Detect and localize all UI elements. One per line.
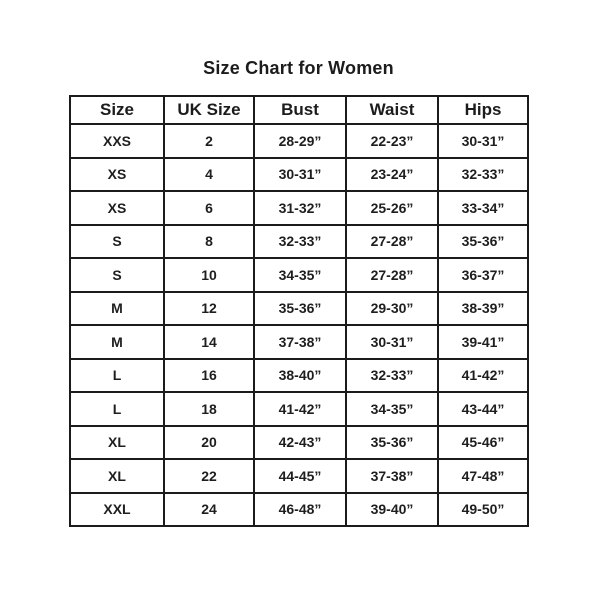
- cell-waist: 32-33”: [345, 357, 439, 393]
- cell-bust: 30-31”: [253, 156, 347, 192]
- cell-waist: 23-24”: [345, 156, 439, 192]
- cell-hips: 36-37”: [437, 257, 529, 293]
- cell-uk-size: 12: [163, 290, 255, 326]
- cell-bust: 41-42”: [253, 391, 347, 427]
- column-header-hips: Hips: [437, 95, 529, 125]
- cell-hips: 49-50”: [437, 491, 529, 527]
- cell-waist: 35-36”: [345, 424, 439, 460]
- table-row: S 10 34-35” 27-28” 36-37”: [69, 257, 529, 293]
- column-header-size: Size: [69, 95, 165, 125]
- cell-waist: 39-40”: [345, 491, 439, 527]
- cell-size: XS: [69, 156, 165, 192]
- cell-hips: 30-31”: [437, 123, 529, 159]
- table-row: M 12 35-36” 29-30” 38-39”: [69, 290, 529, 326]
- table-row: XL 20 42-43” 35-36” 45-46”: [69, 424, 529, 460]
- cell-waist: 25-26”: [345, 190, 439, 226]
- cell-uk-size: 8: [163, 223, 255, 259]
- table-row: L 18 41-42” 34-35” 43-44”: [69, 391, 529, 427]
- cell-uk-size: 10: [163, 257, 255, 293]
- table-row: XXL 24 46-48” 39-40” 49-50”: [69, 491, 529, 527]
- cell-size: L: [69, 357, 165, 393]
- cell-bust: 42-43”: [253, 424, 347, 460]
- cell-bust: 32-33”: [253, 223, 347, 259]
- table-row: XS 4 30-31” 23-24” 32-33”: [69, 156, 529, 192]
- cell-size: L: [69, 391, 165, 427]
- cell-hips: 35-36”: [437, 223, 529, 259]
- cell-hips: 45-46”: [437, 424, 529, 460]
- cell-bust: 38-40”: [253, 357, 347, 393]
- size-chart-table: Size UK Size Bust Waist Hips XXS 2 28-29” 22-23…: [69, 95, 529, 527]
- cell-waist: 34-35”: [345, 391, 439, 427]
- column-header-bust: Bust: [253, 95, 347, 125]
- cell-hips: 39-41”: [437, 324, 529, 360]
- cell-hips: 47-48”: [437, 458, 529, 494]
- cell-size: XXS: [69, 123, 165, 159]
- cell-bust: 31-32”: [253, 190, 347, 226]
- column-header-waist: Waist: [345, 95, 439, 125]
- cell-size: XXL: [69, 491, 165, 527]
- cell-size: S: [69, 223, 165, 259]
- cell-size: S: [69, 257, 165, 293]
- cell-bust: 34-35”: [253, 257, 347, 293]
- cell-hips: 33-34”: [437, 190, 529, 226]
- table-row: XXS 2 28-29” 22-23” 30-31”: [69, 123, 529, 159]
- column-header-uk-size: UK Size: [163, 95, 255, 125]
- cell-bust: 37-38”: [253, 324, 347, 360]
- cell-waist: 29-30”: [345, 290, 439, 326]
- table-row: S 8 32-33” 27-28” 35-36”: [69, 223, 529, 259]
- header-row: Size UK Size Bust Waist Hips: [69, 95, 529, 125]
- cell-uk-size: 6: [163, 190, 255, 226]
- cell-bust: 28-29”: [253, 123, 347, 159]
- cell-uk-size: 14: [163, 324, 255, 360]
- cell-size: XL: [69, 458, 165, 494]
- cell-waist: 27-28”: [345, 223, 439, 259]
- cell-size: M: [69, 324, 165, 360]
- table-row: L 16 38-40” 32-33” 41-42”: [69, 357, 529, 393]
- cell-hips: 41-42”: [437, 357, 529, 393]
- cell-uk-size: 16: [163, 357, 255, 393]
- cell-bust: 35-36”: [253, 290, 347, 326]
- cell-size: XL: [69, 424, 165, 460]
- cell-uk-size: 2: [163, 123, 255, 159]
- cell-waist: 37-38”: [345, 458, 439, 494]
- table-row: XS 6 31-32” 25-26” 33-34”: [69, 190, 529, 226]
- page-title: Size Chart for Women: [203, 58, 394, 78]
- table-row: M 14 37-38” 30-31” 39-41”: [69, 324, 529, 360]
- cell-uk-size: 20: [163, 424, 255, 460]
- cell-hips: 32-33”: [437, 156, 529, 192]
- cell-uk-size: 18: [163, 391, 255, 427]
- table-row: XL 22 44-45” 37-38” 47-48”: [69, 458, 529, 494]
- cell-size: XS: [69, 190, 165, 226]
- cell-bust: 46-48”: [253, 491, 347, 527]
- cell-waist: 22-23”: [345, 123, 439, 159]
- cell-bust: 44-45”: [253, 458, 347, 494]
- cell-uk-size: 22: [163, 458, 255, 494]
- cell-size: M: [69, 290, 165, 326]
- cell-uk-size: 24: [163, 491, 255, 527]
- cell-hips: 43-44”: [437, 391, 529, 427]
- table-body: XXS 2 28-29” 22-23” 30-31” XS 4 30-31” 23-24” 32-…: [69, 123, 529, 527]
- cell-waist: 27-28”: [345, 257, 439, 293]
- cell-hips: 38-39”: [437, 290, 529, 326]
- cell-uk-size: 4: [163, 156, 255, 192]
- cell-waist: 30-31”: [345, 324, 439, 360]
